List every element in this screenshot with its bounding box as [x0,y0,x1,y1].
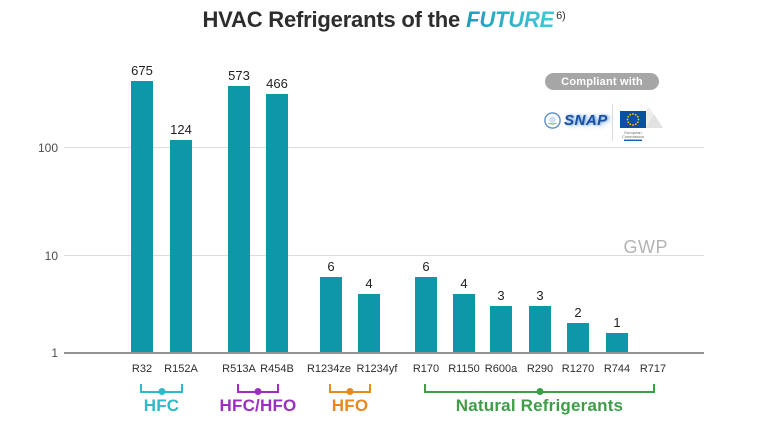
x-tick-R1150: R1150 [448,363,480,375]
group-label-natural-refrigerants: Natural Refrigerants [455,396,624,415]
x-tick-R32: R32 [131,363,153,375]
title-highlight: FUTURE [466,7,555,32]
eu-stars-icon [626,113,640,126]
bar-value-R152A: 124 [170,121,192,137]
x-tick-R152A: R152A [164,363,198,375]
group-bracket-hfc-hfo [237,384,279,395]
epa-snap-logo: SNAP [544,112,608,129]
divider [612,104,613,141]
bar-R32 [131,80,153,352]
x-tick-R717: R717 [639,363,667,375]
group-bracket-dot [346,388,354,395]
bar-value-R170: 6 [422,258,430,274]
bar-value-R600a: 3 [497,287,505,303]
bar-R1150 [453,293,475,352]
snap-logo-text: SNAP [564,112,608,129]
compliant-badge: Compliant with [545,73,659,90]
bar-R1234ze [320,276,342,352]
x-tick-R454B: R454B [260,363,294,375]
bar-R152A [170,139,192,352]
title-footnote-marker: 6) [556,9,566,22]
group-bracket-dot [536,388,543,395]
bar-value-R290: 3 [536,287,544,303]
bar-R513A [228,86,250,352]
y-tick-1: 1 [51,346,58,360]
bar-R454B [266,93,288,352]
bar-value-R1234yf: 4 [365,275,373,291]
eu-caption-line1: European [624,130,641,135]
x-tick-R600a: R600a [484,363,518,375]
bar-value-R1270: 2 [574,304,582,320]
y-tick-10: 10 [44,249,58,263]
group-label-hfc: HFC [143,396,180,415]
page-title: HVAC Refrigerants of the FUTURE 6) [0,7,768,33]
bar-value-R32: 675 [131,62,153,78]
group-bracket-hfc [140,384,183,395]
x-tick-R1270: R1270 [561,363,595,375]
x-tick-R1234ze: R1234ze [306,363,352,375]
bar-R1234yf [358,293,380,352]
title-text: HVAC Refrigerants of the [202,7,461,32]
group-bracket-dot [158,388,165,395]
bar-value-R744: 1 [613,315,621,330]
bar-value-R1234ze: 6 [327,258,335,274]
y-axis-label: GWP [623,237,668,257]
bar-value-R1150: 4 [460,275,468,291]
bar-R290 [529,305,551,352]
group-bracket-hfo [329,384,371,395]
bar-R170 [415,276,437,352]
gridline-10 [64,255,704,256]
x-tick-R744: R744 [603,363,631,375]
bar-R744 [606,333,628,352]
bar-value-R513A: 573 [228,68,250,84]
x-tick-R1234yf: R1234yf [356,363,398,375]
group-label-hfc-hfo: HFC/HFO [219,396,297,415]
eu-caption-line2: Commission [622,134,644,139]
group-bracket-dot [254,388,262,395]
bar-R1270 [567,322,589,352]
x-tick-R170: R170 [412,363,440,375]
european-commission-logo: European Commission [620,107,663,141]
epa-seal-icon [544,112,561,129]
compliance-logos: SNAP European Commission [544,102,674,144]
bar-value-R454B: 466 [266,75,288,91]
y-tick-100: 100 [37,141,58,155]
x-axis-line [64,352,704,354]
group-label-hfo: HFO [331,396,369,415]
x-tick-R513A: R513A [222,363,256,375]
gridline-100 [64,147,704,148]
group-bracket-natural-refrigerants [424,384,655,395]
bar-R600a [490,305,512,352]
x-tick-R290: R290 [526,363,554,375]
